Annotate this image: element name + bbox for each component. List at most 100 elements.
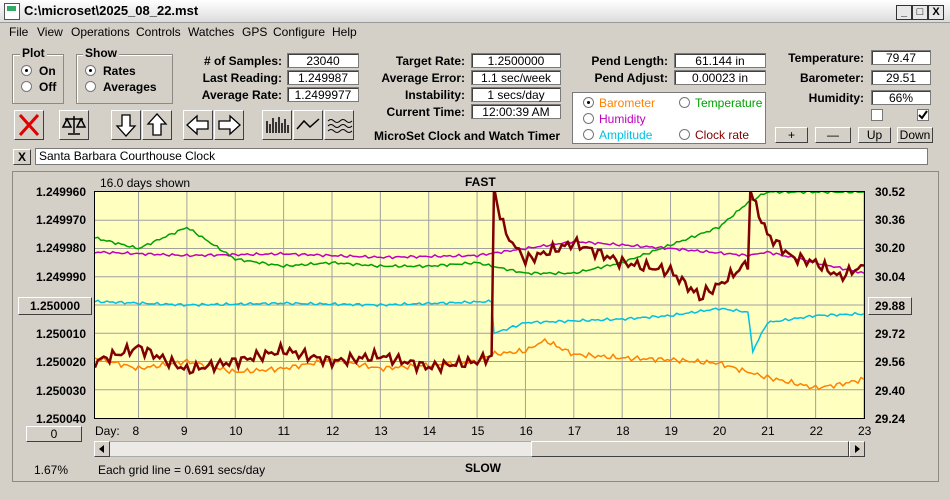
sensor-barometer-label: Barometer [599,96,656,110]
series-line-amplitude [94,299,865,355]
average-rate-label: Average Rate: [201,88,282,102]
line-graph-button[interactable] [293,110,323,140]
menu-help[interactable]: Help [332,25,357,39]
day-tick-label: 22 [809,424,823,438]
sensor-clock-rate-radio[interactable] [679,129,690,140]
sensor-amplitude-radio[interactable] [583,129,594,140]
day-tick-label: 8 [132,424,140,438]
menu-watches[interactable]: Watches [188,25,235,39]
scale-up-button[interactable]: Up [858,127,891,143]
barometer-label: Barometer: [799,71,864,85]
graph-panel [12,171,939,482]
left-tick-label: 1.249990 [35,270,86,284]
balance-button[interactable] [59,110,89,140]
pend-length-field[interactable]: 61.144 in [674,53,766,68]
day-tick-label: 16 [519,424,533,438]
show-averages-label: Averages [103,80,157,94]
sensor-clock-rate-label: Clock rate [695,128,750,142]
day-tick-label: 18 [616,424,630,438]
day-tick-label: 21 [761,424,775,438]
right-center-button[interactable]: 29.88 [868,297,912,315]
average-error-label: Average Error: [381,71,465,85]
left-tick-label: 1.250030 [35,384,86,398]
right-tick-label: 29.72 [875,327,906,341]
bottom-zero-button[interactable]: 0 [26,426,82,442]
pend-adjust-label: Pend Adjust: [594,71,668,85]
show-group-title: Show [83,46,119,60]
bar-graph-button[interactable] [262,110,292,140]
menu-controls[interactable]: Controls [136,25,181,39]
sensor-barometer-radio[interactable] [583,97,594,108]
temperature-label: Temperature: [788,51,864,65]
env-checkbox-1[interactable] [871,109,883,121]
app-name: MicroSet Clock and Watch Timer [374,129,561,143]
plot-off-label: Off [39,80,57,94]
show-rates-radio[interactable] [85,65,96,76]
humidity-label: Humidity: [808,91,864,105]
scale-down-button[interactable]: Down [897,127,933,143]
scroll-left-button[interactable] [94,441,110,457]
right-tick-label: 29.40 [875,384,906,398]
env-checkbox-2[interactable] [917,109,929,121]
plot-on-label: On [39,64,56,78]
day-tick-label: 9 [180,424,188,438]
menu-gps[interactable]: GPS [242,25,268,39]
scroll-right-button[interactable] [849,441,865,457]
balance-scale-icon [61,116,87,135]
left-tick-label: 1.250010 [35,327,86,341]
bar-graph-icon [266,117,289,133]
menu-configure[interactable]: Configure [273,25,326,39]
plot-off-radio[interactable] [21,81,32,92]
scale-plus-button[interactable]: + [775,127,808,143]
watch-name-field[interactable]: Santa Barbara Courthouse Clock [35,148,928,165]
arrow-left-button[interactable] [183,110,213,140]
left-center-button[interactable]: 1.250000 [18,297,92,315]
red-x-icon [18,113,40,137]
right-tick-label: 30.36 [875,213,906,227]
series-line-humidity [94,240,865,274]
grid-note: Each grid line = 0.691 secs/day [98,463,266,477]
plot-area [93,186,865,419]
menu-file[interactable]: File [9,25,29,39]
target-rate-field[interactable]: 1.2500000 [471,53,561,68]
series-line-temperature [94,189,865,276]
stop-button[interactable] [14,110,44,140]
samples-label: # of Samples: [203,54,282,68]
day-tick-label: 23 [858,424,872,438]
menu-view[interactable]: View [37,25,63,39]
wave-graph-button[interactable] [324,110,354,140]
day-tick-label: 14 [422,424,437,438]
series-line-clock-rate [93,186,865,376]
arrow-down-button[interactable] [111,110,141,140]
scale-minus-button[interactable]: — [815,127,851,143]
sensor-humidity-radio[interactable] [583,113,594,124]
scroll-left-icon [99,445,104,453]
line-graph-icon [296,118,320,130]
right-tick-label: 29.56 [875,355,906,369]
show-averages-radio[interactable] [85,81,96,92]
menu-operations[interactable]: Operations [71,25,130,39]
arrow-up-icon [146,113,168,136]
day-tick-label: 13 [374,424,388,438]
close-window-button[interactable]: X [928,5,944,20]
day-tick-label: 15 [471,424,485,438]
plot-on-radio[interactable] [21,65,32,76]
checkmark-icon [918,110,928,120]
pend-adjust-field: 0.00023 in [674,70,766,85]
clear-watch-button[interactable]: X [13,149,31,165]
last-reading-field: 1.249987 [287,70,359,85]
pend-length-label: Pend Length: [591,54,668,68]
left-tick-label: 1.250040 [35,412,86,426]
minimize-button[interactable]: _ [896,5,912,20]
arrow-right-button[interactable] [214,110,244,140]
scroll-thumb[interactable] [531,441,849,457]
day-tick-label: 11 [277,424,291,438]
rate-chart [93,186,865,418]
sensor-amplitude-label: Amplitude [599,128,653,142]
sensor-temperature-radio[interactable] [679,97,690,108]
arrow-up-button[interactable] [142,110,172,140]
right-tick-label: 30.20 [875,241,906,255]
arrow-left-icon [186,114,209,136]
app-icon[interactable] [4,3,20,20]
maximize-button[interactable]: □ [912,5,928,20]
